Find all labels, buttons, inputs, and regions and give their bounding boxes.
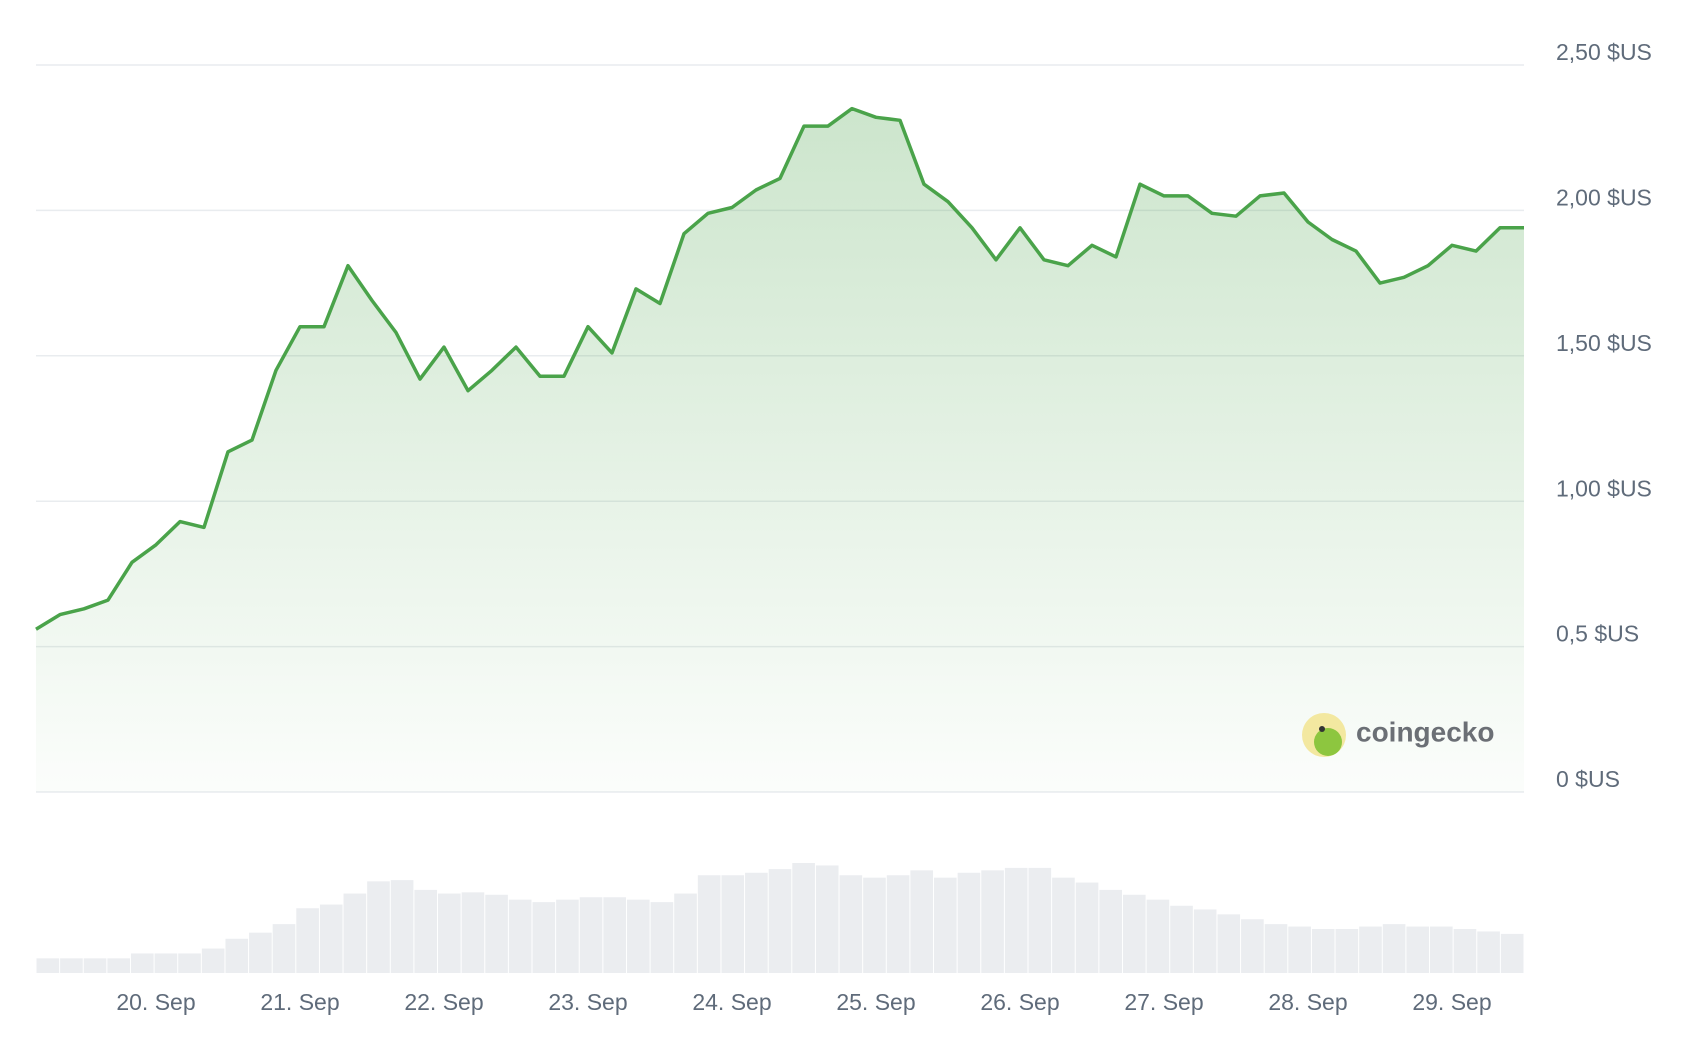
volume-bar [1099, 889, 1122, 973]
volume-bar [1382, 924, 1406, 973]
volume-bar [1004, 867, 1028, 973]
volume-bar [485, 894, 508, 973]
volume-bar [201, 948, 225, 973]
volume-bar [461, 892, 485, 973]
volume-bar [934, 877, 957, 973]
volume-bar [839, 875, 863, 973]
x-tick-label: 22. Sep [404, 989, 483, 1015]
y-tick-label: 0,5 $US [1556, 621, 1639, 647]
volume-bar [1217, 914, 1241, 973]
y-tick-label: 0 $US [1556, 766, 1620, 792]
volume-bar [225, 938, 249, 973]
volume-bar [556, 899, 579, 973]
volume-bar [745, 872, 768, 973]
volume-bar [107, 958, 130, 973]
volume-bar [1453, 929, 1477, 973]
volume-bar [343, 893, 367, 973]
volume-bar [390, 880, 414, 973]
watermark: coingecko [1302, 713, 1494, 757]
volume-bar [1146, 899, 1170, 973]
plot: 0 $US 0,5 $US 1,00 $US 1,50 $US 2,00 $US 2,50… [35, 39, 1652, 1015]
volume-bar [674, 893, 697, 973]
price-line [35, 106, 1524, 631]
x-tick-label: 26. Sep [980, 989, 1059, 1015]
volume-bar [603, 897, 626, 973]
volume-bar [626, 899, 650, 973]
volume-bar [178, 953, 201, 973]
watermark-text: coingecko [1356, 716, 1494, 747]
volume-bar [1288, 926, 1311, 973]
logo-icon-inner [1314, 728, 1342, 756]
volume-bar [60, 958, 83, 973]
x-tick-label: 25. Sep [836, 989, 915, 1015]
x-tick-label: 24. Sep [692, 989, 771, 1015]
volume-bar [249, 932, 272, 973]
volume-bar [792, 863, 815, 973]
volume-bar [438, 893, 461, 973]
volume-bar [1028, 867, 1052, 973]
volume-bar [910, 870, 934, 973]
volume-bar [1500, 933, 1524, 973]
volume-bar [1359, 926, 1382, 973]
y-tick-label: 1,50 $US [1556, 330, 1652, 356]
y-tick-label: 2,00 $US [1556, 184, 1652, 210]
volume-bar [367, 881, 390, 973]
volume-bar [1430, 926, 1453, 973]
volume-bar [1193, 909, 1217, 973]
x-tick-label: 27. Sep [1124, 989, 1203, 1015]
volume-bar [272, 924, 296, 973]
logo-eye [1319, 726, 1325, 732]
volume-bar [579, 897, 603, 973]
volume-bar [1311, 929, 1335, 973]
volume-bar [319, 904, 343, 973]
volume-bar [1122, 894, 1146, 973]
volume-bar [1264, 924, 1288, 973]
volume-bar [36, 958, 60, 973]
volume-bar [532, 902, 556, 973]
volume-bar [650, 902, 674, 973]
volume-bar [508, 899, 532, 973]
volume-bar [863, 877, 886, 973]
x-tick-label: 29. Sep [1412, 989, 1491, 1015]
area-fill [36, 108, 1524, 793]
x-tick-label: 23. Sep [548, 989, 627, 1015]
volume-bar [721, 875, 745, 973]
volume-bar [296, 908, 319, 973]
volume-bar [1170, 905, 1193, 973]
volume-bar [1406, 926, 1430, 973]
volume-bar [1335, 929, 1359, 973]
volume-bar [768, 869, 792, 973]
x-tick-label: 21. Sep [260, 989, 339, 1015]
volume-bar [1052, 877, 1075, 973]
x-tick-label: 28. Sep [1268, 989, 1347, 1015]
volume-bar [815, 865, 839, 973]
volume-bar [957, 872, 981, 973]
volume-bar [697, 875, 721, 973]
volume-bar [1477, 931, 1500, 973]
y-tick-label: 1,00 $US [1556, 475, 1652, 501]
volume-bar [83, 958, 107, 973]
x-tick-label: 20. Sep [116, 989, 195, 1015]
volume-bar [981, 870, 1004, 973]
volume-bar [154, 953, 178, 973]
volume-bar [414, 889, 438, 973]
volume-bar [1075, 882, 1099, 973]
volume-bar [130, 953, 154, 973]
y-tick-label: 2,50 $US [1556, 39, 1652, 65]
volume-bar [1241, 919, 1264, 973]
volume-bar [886, 875, 910, 973]
